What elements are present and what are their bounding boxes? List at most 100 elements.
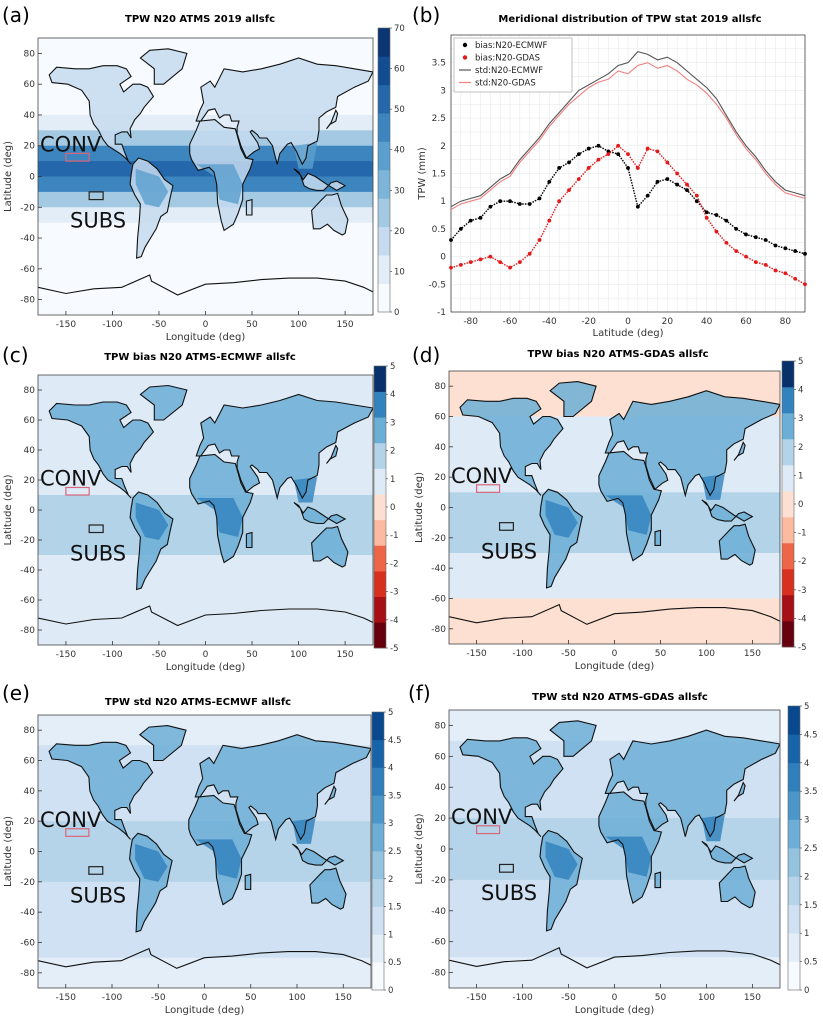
- data-point: [803, 251, 807, 256]
- colorbar-level: [788, 819, 800, 849]
- y-axis-label: Latitude (deg): [414, 472, 425, 543]
- y-tick-label: 80: [24, 726, 36, 736]
- colorbar-tick-label: 10: [394, 267, 405, 277]
- x-tick-label: 150: [336, 650, 353, 660]
- colorbar-tick-label: 5: [804, 702, 809, 712]
- x-tick-label: 50: [655, 649, 667, 659]
- y-axis-label: Latitude (deg): [3, 474, 14, 545]
- y-tick-label: 0: [29, 848, 35, 858]
- colorbar-level: [782, 569, 794, 596]
- colorbar: -5 -4 -3 -2 -1 0 1 2 3 4 5: [373, 362, 398, 654]
- series-line: [450, 62, 806, 210]
- colorbar-tick-label: 0: [394, 308, 399, 318]
- x-tick-label: 100: [290, 650, 307, 660]
- colorbar-tick-label: 4: [804, 759, 809, 769]
- y-tick-label: 40: [435, 783, 447, 793]
- x-tick-label: 50: [655, 993, 667, 1003]
- colorbar-level: [374, 494, 386, 521]
- colorbar: 0 0.5 1 1.5 2 2.5 3 3.5 4 4.5 5: [787, 702, 818, 996]
- colorbar-tick-label: 1: [804, 929, 809, 939]
- map-field: [38, 375, 373, 645]
- region-box-conv: [65, 486, 90, 496]
- colorbar-level: [372, 962, 384, 991]
- x-tick-label: -40: [542, 317, 557, 327]
- x-tick-label: 50: [246, 650, 258, 660]
- region-label-subs: SUBS: [70, 542, 126, 566]
- colorbar-tick-label: -5: [390, 644, 398, 654]
- map-field: [38, 38, 373, 315]
- colorbar-level: [378, 170, 390, 199]
- colorbar-level: [374, 417, 386, 444]
- x-axis-label: Longitude (deg): [575, 1005, 655, 1016]
- map-field: [449, 710, 780, 988]
- colorbar-level: [378, 113, 390, 142]
- x-tick-label: 150: [744, 649, 761, 659]
- x-tick-label: 0: [612, 649, 618, 659]
- x-tick-label: -150: [466, 649, 487, 659]
- y-tick-label: 0: [29, 506, 35, 516]
- x-tick-label: 60: [740, 317, 752, 327]
- x-tick-label: -100: [102, 993, 123, 1003]
- region-box-conv: [65, 828, 90, 837]
- colorbar-level: [372, 712, 384, 741]
- colorbar-level: [372, 767, 384, 796]
- colorbar-tick-label: 1: [390, 475, 395, 485]
- colorbar-level: [378, 255, 390, 284]
- series-bias:N20-ECMWF: [449, 143, 807, 256]
- chart-title: TPW std N20 ATMS-ECMWF allsfc: [105, 697, 291, 708]
- region-label-conv: CONV: [451, 805, 513, 829]
- y-tick-label: -20: [20, 536, 35, 546]
- y-tick-label: 1: [440, 197, 446, 207]
- x-tick-label: -80: [463, 317, 478, 327]
- colorbar-tick-label: 40: [394, 146, 405, 156]
- colorbar-tick-label: -3: [390, 588, 398, 598]
- y-tick-label: 2: [440, 142, 446, 152]
- colorbar-level: [378, 84, 390, 114]
- colorbar-level: [378, 141, 390, 171]
- y-tick-label: 0: [29, 173, 35, 183]
- colorbar-tick-label: 1: [388, 930, 393, 940]
- colorbar-tick-label: 60: [394, 65, 405, 75]
- y-tick-label: 40: [24, 446, 36, 456]
- x-tick-label: 0: [625, 317, 631, 327]
- colorbar-level: [782, 465, 794, 492]
- y-tick-label: -20: [431, 534, 446, 544]
- x-tick-label: 20: [662, 317, 674, 327]
- x-tick-label: -100: [512, 649, 533, 659]
- region-box-subs: [88, 524, 104, 534]
- colorbar-tick-label: -1: [798, 529, 806, 539]
- colorbar-level: [374, 468, 386, 495]
- region-label-subs: SUBS: [481, 881, 537, 905]
- y-tick-label: -40: [431, 564, 446, 574]
- legend-entry: std:N20-ECMWF: [475, 66, 543, 76]
- colorbar-tick-label: 3: [390, 418, 395, 428]
- colorbar-tick-label: 0: [798, 500, 803, 510]
- legend-entry: std:N20-GDAS: [475, 79, 536, 89]
- y-axis-label: Latitude (deg): [414, 813, 425, 884]
- colorbar-tick-label: 70: [394, 24, 405, 34]
- y-tick-label: 80: [24, 49, 36, 59]
- y-tick-label: 60: [24, 757, 36, 767]
- colorbar-level: [374, 442, 386, 469]
- map-field: [449, 371, 780, 644]
- x-axis-label: Longitude (deg): [165, 1005, 245, 1016]
- y-tick-label: 40: [435, 443, 447, 453]
- colorbar-level: [374, 596, 386, 623]
- colorbar-level: [782, 517, 794, 544]
- x-tick-label: 0: [203, 650, 209, 660]
- colorbar-tick-label: -1: [390, 531, 398, 541]
- y-tick-label: 3.5: [432, 59, 446, 69]
- y-tick-label: -60: [431, 595, 446, 605]
- region-label-conv: CONV: [451, 464, 513, 488]
- chart-title: TPW N20 ATMS 2019 allsfc: [125, 14, 275, 25]
- colorbar-tick-label: 4.5: [388, 736, 402, 746]
- y-tick-label: -1: [437, 308, 446, 318]
- x-tick-label: -100: [102, 320, 123, 330]
- colorbar-level: [374, 366, 386, 392]
- series-line: [450, 50, 806, 208]
- x-tick-label: -150: [56, 993, 77, 1003]
- x-tick-label: -150: [56, 650, 77, 660]
- legend-entry: bias:N20-GDAS: [475, 54, 540, 64]
